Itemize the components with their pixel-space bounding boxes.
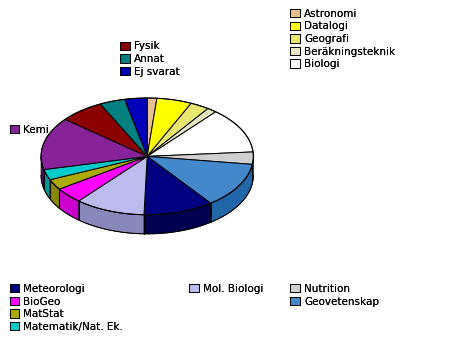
- Polygon shape: [41, 157, 44, 189]
- Polygon shape: [59, 189, 78, 220]
- Legend: Nutrition, Geovetenskap: Nutrition, Geovetenskap: [290, 284, 378, 307]
- Polygon shape: [147, 112, 252, 156]
- Legend: Astronomi, Datalogi, Geografi, Beräkningsteknik, Biologi: Astronomi, Datalogi, Geografi, Beräkning…: [290, 9, 394, 69]
- Polygon shape: [252, 155, 253, 184]
- Polygon shape: [41, 119, 147, 170]
- Polygon shape: [147, 98, 157, 156]
- Legend: Mol. Biologi: Mol. Biologi: [189, 284, 263, 294]
- Polygon shape: [147, 156, 252, 203]
- Polygon shape: [144, 203, 210, 234]
- Polygon shape: [147, 109, 215, 156]
- Polygon shape: [210, 164, 252, 222]
- Polygon shape: [124, 98, 147, 156]
- Polygon shape: [100, 99, 147, 156]
- Polygon shape: [44, 170, 50, 199]
- Polygon shape: [78, 201, 144, 234]
- Polygon shape: [59, 156, 147, 201]
- Legend: Meteorologi, BioGeo, MatStat, Matematik/Nat. Ek.: Meteorologi, BioGeo, MatStat, Matematik/…: [10, 284, 123, 332]
- Legend: Fysik, Annat, Ej svarat: Fysik, Annat, Ej svarat: [120, 41, 179, 77]
- Polygon shape: [147, 103, 207, 156]
- Polygon shape: [78, 156, 147, 215]
- Polygon shape: [44, 156, 147, 180]
- Legend: Kemi: Kemi: [10, 125, 49, 135]
- Polygon shape: [144, 156, 210, 215]
- Polygon shape: [50, 156, 147, 189]
- Polygon shape: [147, 152, 253, 164]
- Polygon shape: [50, 180, 59, 208]
- Polygon shape: [65, 104, 147, 156]
- Polygon shape: [147, 98, 191, 156]
